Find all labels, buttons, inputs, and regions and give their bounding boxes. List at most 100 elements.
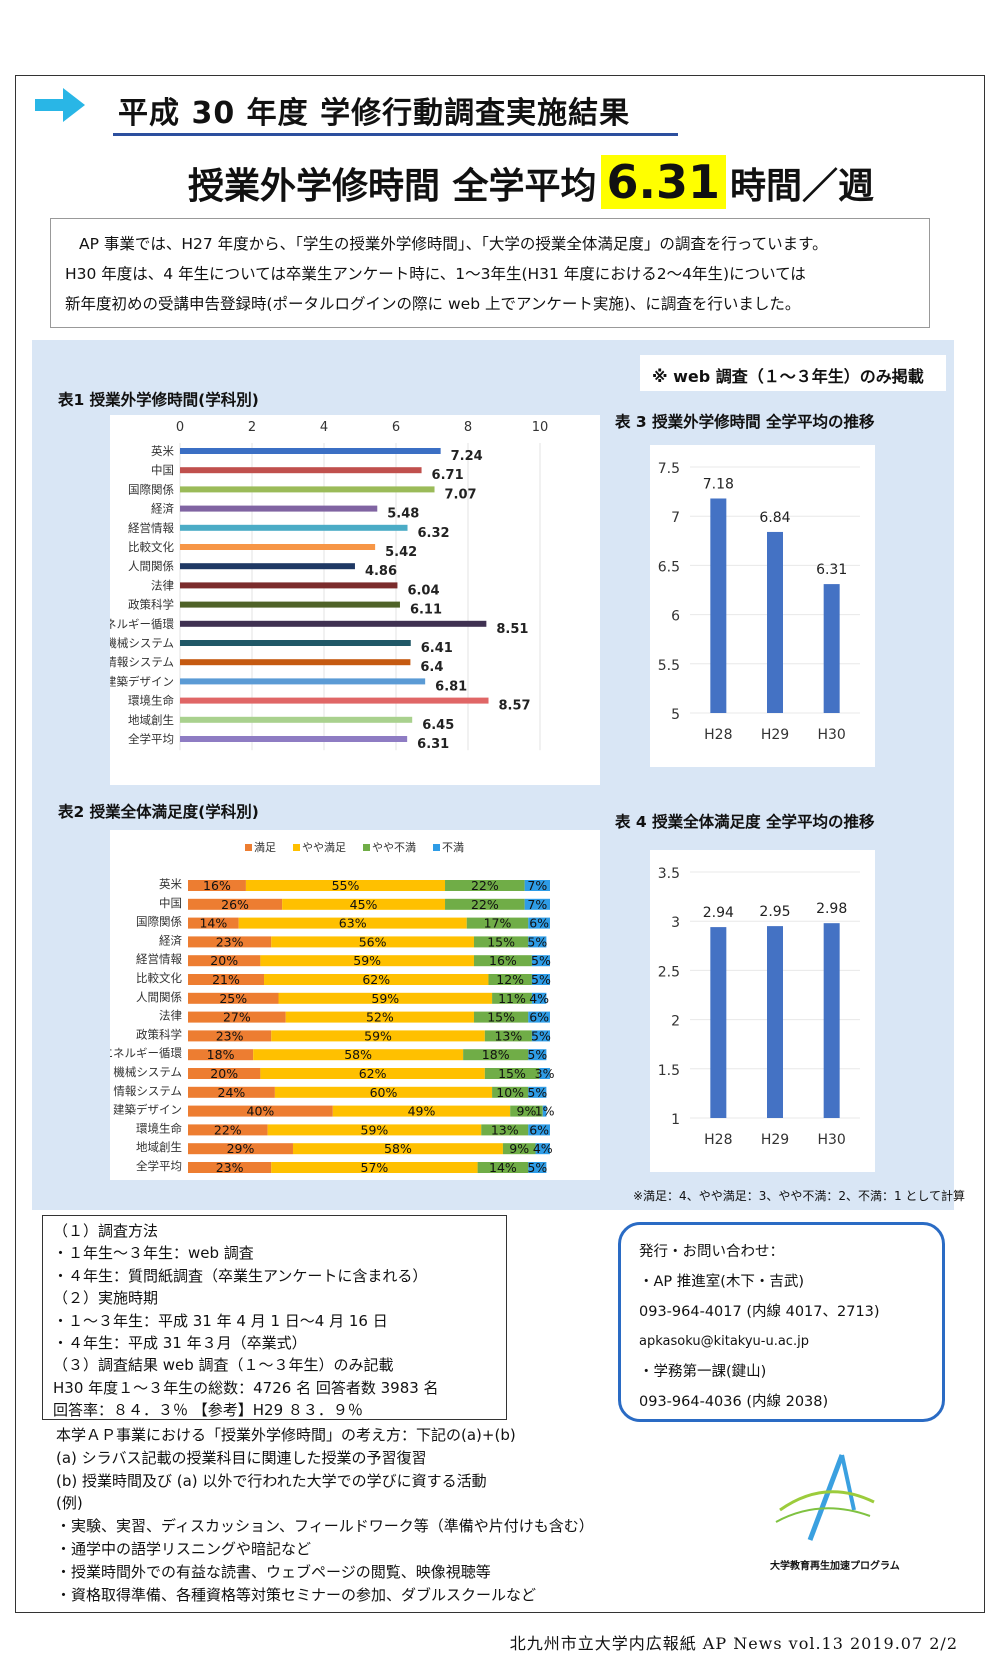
bar-segment	[188, 1143, 293, 1155]
x-tick-label: 0	[176, 420, 184, 435]
category-label: H28	[704, 1132, 732, 1148]
page-subtitle: 授業外学修時間 全学平均 6.31 時間／週	[188, 155, 874, 209]
category-label: 建築デザイン	[110, 674, 174, 688]
concept-line: 本学ＡＰ事業における「授業外学修時間」の考え方：下記の(a)+(b)	[56, 1426, 516, 1444]
bar	[180, 448, 441, 454]
bar-segment	[528, 1162, 547, 1173]
data-label: 4%	[529, 991, 549, 1006]
legend-label: やや満足	[302, 841, 346, 854]
method-line: （３）調査結果 web 調査（１～３年生）のみ記載	[53, 1356, 394, 1375]
data-label: 9%	[517, 1104, 537, 1119]
bar	[767, 926, 783, 1118]
category-label: 経営情報	[128, 521, 174, 535]
category-label: 地域創生	[136, 1140, 182, 1154]
category-label: 比較文化	[128, 540, 174, 554]
data-label: 6.31	[816, 562, 847, 578]
data-label: 5%	[527, 1085, 547, 1100]
category-label: 情報システム	[113, 1084, 182, 1098]
category-label: 経済	[151, 502, 174, 516]
category-label: H30	[817, 727, 845, 743]
data-label: 25%	[219, 991, 247, 1006]
x-tick-label: 6	[392, 420, 400, 435]
bar-segment	[484, 1068, 540, 1079]
bar-segment	[188, 936, 272, 948]
y-tick-label: 1.5	[658, 1063, 680, 1079]
table4-label: 表 4 授業全体満足度 全学平均の推移	[615, 813, 875, 831]
data-label: 8.57	[499, 699, 531, 714]
bar-segment	[267, 1124, 482, 1136]
category-label: 情報システム	[110, 655, 174, 669]
method-line: H30 年度１～３年生の総数：4726 名 回答者数 3983 名	[53, 1378, 439, 1397]
y-tick-label: 2.5	[658, 964, 680, 980]
bar	[180, 505, 378, 512]
data-label: 6.45	[422, 718, 454, 733]
bar-segment	[542, 1105, 547, 1117]
bar-segment	[528, 936, 547, 948]
bar-segment	[524, 880, 550, 891]
legend-swatch	[293, 844, 300, 851]
data-label: 55%	[332, 878, 360, 893]
bar	[180, 582, 398, 589]
intro-line: H30 年度は、4 年生については卒業生アンケート時に、1～3年生(H31 年度…	[65, 265, 806, 283]
bar-segment	[531, 955, 550, 967]
chart1-svg: 0 2 4 6 8 10 英米 7.24 中国 6.71 国際関係 7.07 経済 5.48 経営情報 6.3…	[94, 420, 549, 752]
bar	[823, 584, 840, 713]
data-label: 57%	[361, 1160, 389, 1175]
category-label: 全学平均	[128, 732, 174, 746]
data-label: 6.41	[421, 641, 453, 656]
y-tick-label: 5.5	[658, 658, 680, 674]
contact-email[interactable]: apkasoku@kitakyu-u.ac.jp	[639, 1334, 809, 1349]
bar-segment	[282, 898, 446, 910]
bar-segment	[278, 992, 493, 1004]
concept-line: ・実験、実習、ディスカッション、フィールドワーク等（準備や片付けも含む）	[56, 1517, 594, 1536]
data-label: 52%	[366, 1010, 394, 1025]
method-line: （２）実施時期	[53, 1289, 159, 1308]
bar-segment	[473, 955, 532, 967]
concept-box: 本学ＡＰ事業における「授業外学修時間」の考え方：下記の(a)+(b) (a) シ…	[56, 1424, 676, 1606]
bar-segment	[535, 1143, 550, 1155]
bar-segment	[264, 974, 489, 985]
bar-segment	[188, 1049, 254, 1061]
category-label: 建築デザイン	[113, 1103, 182, 1117]
data-label: 15%	[487, 934, 515, 949]
ap-logo-icon	[775, 1454, 875, 1541]
data-label: 4.86	[365, 564, 397, 579]
chart4-svg: 1 1.5 2 2.5 3 3.5 2.94 H28 2.95 H29 2.98 H30	[658, 866, 860, 1148]
bar-segment	[528, 1049, 547, 1061]
contact-heading: 発行・お問い合わせ：	[639, 1244, 784, 1260]
category-label: 国際関係	[128, 482, 174, 496]
y-tick-label: 5	[671, 707, 680, 723]
table2-label: 表2 授業全体満足度(学科別)	[58, 803, 259, 821]
data-label: 7.07	[445, 487, 477, 502]
bar	[180, 659, 411, 666]
bar-segment	[188, 1124, 268, 1136]
data-label: 6.71	[432, 468, 464, 483]
data-label: 5%	[527, 934, 547, 949]
legend-label: 不満	[442, 841, 464, 854]
bar-segment	[285, 1011, 474, 1023]
legend-swatch	[433, 844, 440, 851]
category-label: H28	[704, 727, 732, 743]
category-label: H30	[817, 1132, 845, 1148]
bar	[823, 923, 840, 1118]
data-label: 5%	[531, 972, 551, 987]
chart4-panel: 1 1.5 2 2.5 3 3.5 2.94 H28 2.95 H29 2.98 H30	[650, 850, 875, 1172]
method-line: ・４年生：質問紙調査（卒業生アンケートに含まれる）	[53, 1266, 428, 1285]
category-label: 法律	[159, 1009, 182, 1023]
bar-segment	[271, 1162, 478, 1173]
data-label: 7%	[527, 897, 547, 912]
bar-segment	[188, 1086, 275, 1098]
category-label: 全学平均	[136, 1159, 182, 1173]
bar-segment	[245, 880, 446, 891]
data-label: 15%	[498, 1066, 526, 1081]
category-label: 経済	[159, 933, 182, 947]
category-label: エネルギー循環	[110, 1046, 182, 1060]
data-label: 5.48	[387, 507, 419, 522]
data-label: 6.84	[759, 510, 790, 526]
bar-segment	[260, 955, 474, 967]
table1-label: 表1 授業外学修時間(学科別)	[58, 391, 259, 409]
data-label: 5%	[527, 1160, 547, 1175]
data-label: 58%	[344, 1047, 372, 1062]
method-box: （１）調査方法 ・１年生～３年生：web 調査 ・４年生：質問紙調査（卒業生アン…	[42, 1215, 507, 1420]
bar-segment	[188, 992, 279, 1004]
